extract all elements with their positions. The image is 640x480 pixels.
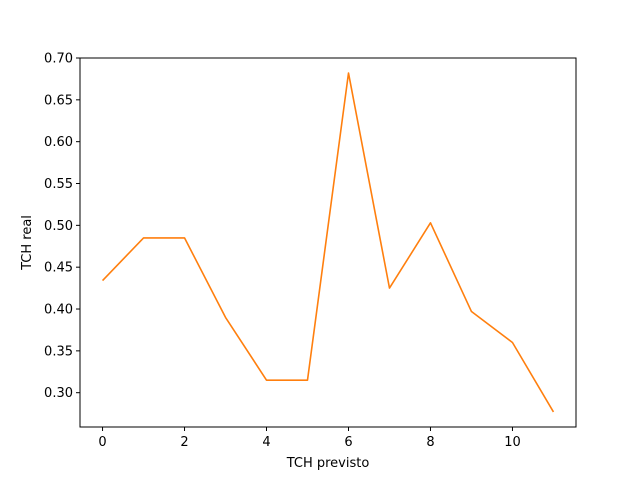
series-line-0 xyxy=(101,72,555,413)
series-layer xyxy=(101,72,555,413)
plot-frame xyxy=(79,57,577,428)
y-tick-label: 0.45 xyxy=(44,261,73,276)
x-tick-label: 8 xyxy=(426,435,434,450)
y-ticks: 0.30 0.35 0.40 0.45 0.50 0.55 0.60 0.65 0.70 xyxy=(44,52,80,401)
x-ticks: 0 2 4 6 8 10 xyxy=(98,427,521,450)
y-tick-label: 0.35 xyxy=(44,344,73,359)
y-tick-label: 0.30 xyxy=(44,386,73,401)
x-tick-label: 0 xyxy=(98,435,106,450)
y-tick-label: 0.55 xyxy=(44,177,73,192)
y-tick-label: 0.50 xyxy=(44,219,73,234)
x-tick-label: 2 xyxy=(180,435,188,450)
y-tick-label: 0.60 xyxy=(44,135,73,150)
y-tick-label: 0.40 xyxy=(44,303,73,318)
x-tick-label: 4 xyxy=(262,435,270,450)
y-tick-label: 0.70 xyxy=(44,52,73,67)
plot-area xyxy=(80,58,576,427)
x-axis-label: TCH previsto xyxy=(286,456,370,471)
y-tick-label: 0.65 xyxy=(44,93,73,108)
y-axis-label: TCH real xyxy=(20,215,35,271)
x-tick-label: 10 xyxy=(504,435,521,450)
x-tick-label: 6 xyxy=(344,435,352,450)
